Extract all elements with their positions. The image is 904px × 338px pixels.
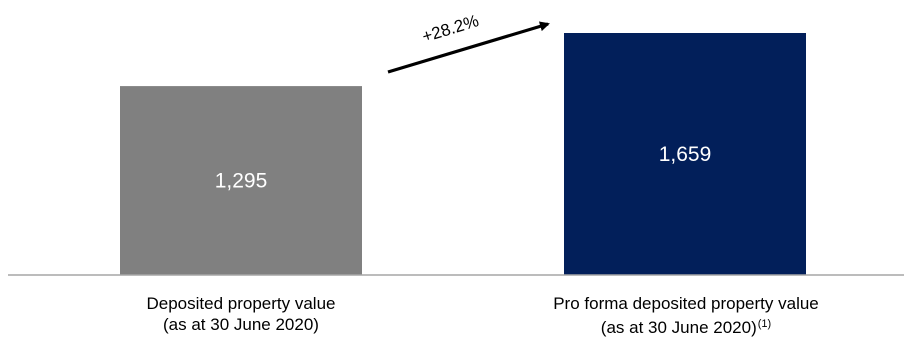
category-label-1-line-2: (as at 30 June 2020) — [61, 314, 421, 335]
category-label-2: Pro forma deposited property value (as a… — [506, 293, 866, 338]
category-label-1: Deposited property value (as at 30 June … — [61, 293, 421, 335]
bar-2-value-label: 1,659 — [659, 143, 712, 166]
category-label-2-line-2: (as at 30 June 2020)(1) — [506, 314, 866, 338]
bar-1-value-label: 1,295 — [215, 170, 268, 193]
category-label-1-line-1: Deposited property value — [61, 293, 421, 314]
category-label-2-line-1: Pro forma deposited property value — [506, 293, 866, 314]
growth-annotation-label: +28.2% — [420, 11, 481, 46]
category-label-2-date: (as at 30 June 2020) — [601, 318, 757, 337]
footnote-marker: (1) — [758, 318, 771, 330]
